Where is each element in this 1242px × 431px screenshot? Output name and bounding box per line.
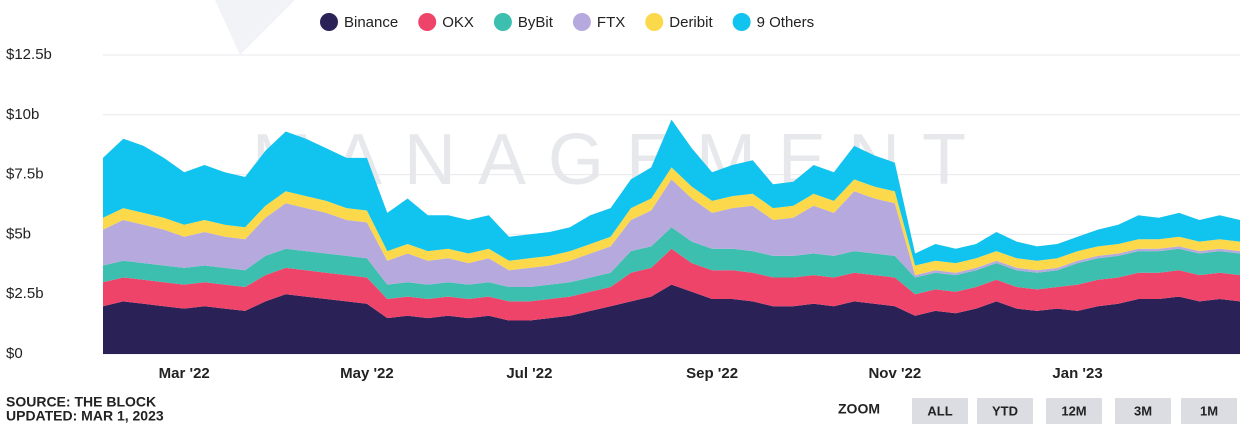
plot [103,54,1240,355]
y-tick-label: $12.5b [6,46,52,63]
source: SOURCE: THE BLOCK [6,394,156,410]
legend-marker [645,13,664,31]
legend-label: OKX [442,14,474,31]
x-tick-label: Nov '22 [868,365,921,382]
legend-label: FTX [597,14,625,31]
area [103,284,1240,354]
area [103,248,1240,321]
zoom-button-label[interactable]: YTD [992,403,1018,418]
updated: UPDATED: MAR 1, 2023 [6,408,164,424]
y-tick-label: $0 [6,345,23,362]
zoom-button-label[interactable]: 3M [1134,403,1152,418]
zoom-label: ZOOM [838,401,880,417]
area [103,227,1240,302]
legend-marker [572,13,591,31]
x-tick-label: Sep '22 [686,365,738,382]
zoom-button-label[interactable]: 1M [1200,403,1218,418]
legend-label: ByBit [518,14,554,31]
y-tick-label: $2.5b [6,285,44,302]
y-tick-label: $7.5b [6,166,44,183]
legend-marker [418,13,437,31]
zoom-button[interactable] [1181,398,1237,424]
x-tick-label: Mar '22 [159,365,210,382]
legend-marker [732,13,751,31]
y-tick-label: $10b [6,106,39,123]
y-tick-label: $5b [6,225,31,242]
legend-label: 9 Others [757,14,815,31]
legend-label: Binance [344,14,398,31]
legend-marker [320,13,338,31]
x-tick-label: Jan '23 [1052,365,1102,382]
zoom-button-label[interactable]: 12M [1061,403,1086,418]
x-tick-label: Jul '22 [506,365,552,382]
zoom-button[interactable] [1115,398,1171,424]
zoom-button-label[interactable]: ALL [927,403,952,418]
decor [215,0,295,55]
zoom-button[interactable] [1046,398,1102,424]
zoom-button[interactable] [912,398,968,424]
zoom-button[interactable] [977,398,1033,424]
legend-marker [493,13,512,31]
area [103,179,1240,287]
x-tick-label: May '22 [340,365,394,382]
area [103,119,1240,266]
legend-label: Deribit [669,14,713,31]
